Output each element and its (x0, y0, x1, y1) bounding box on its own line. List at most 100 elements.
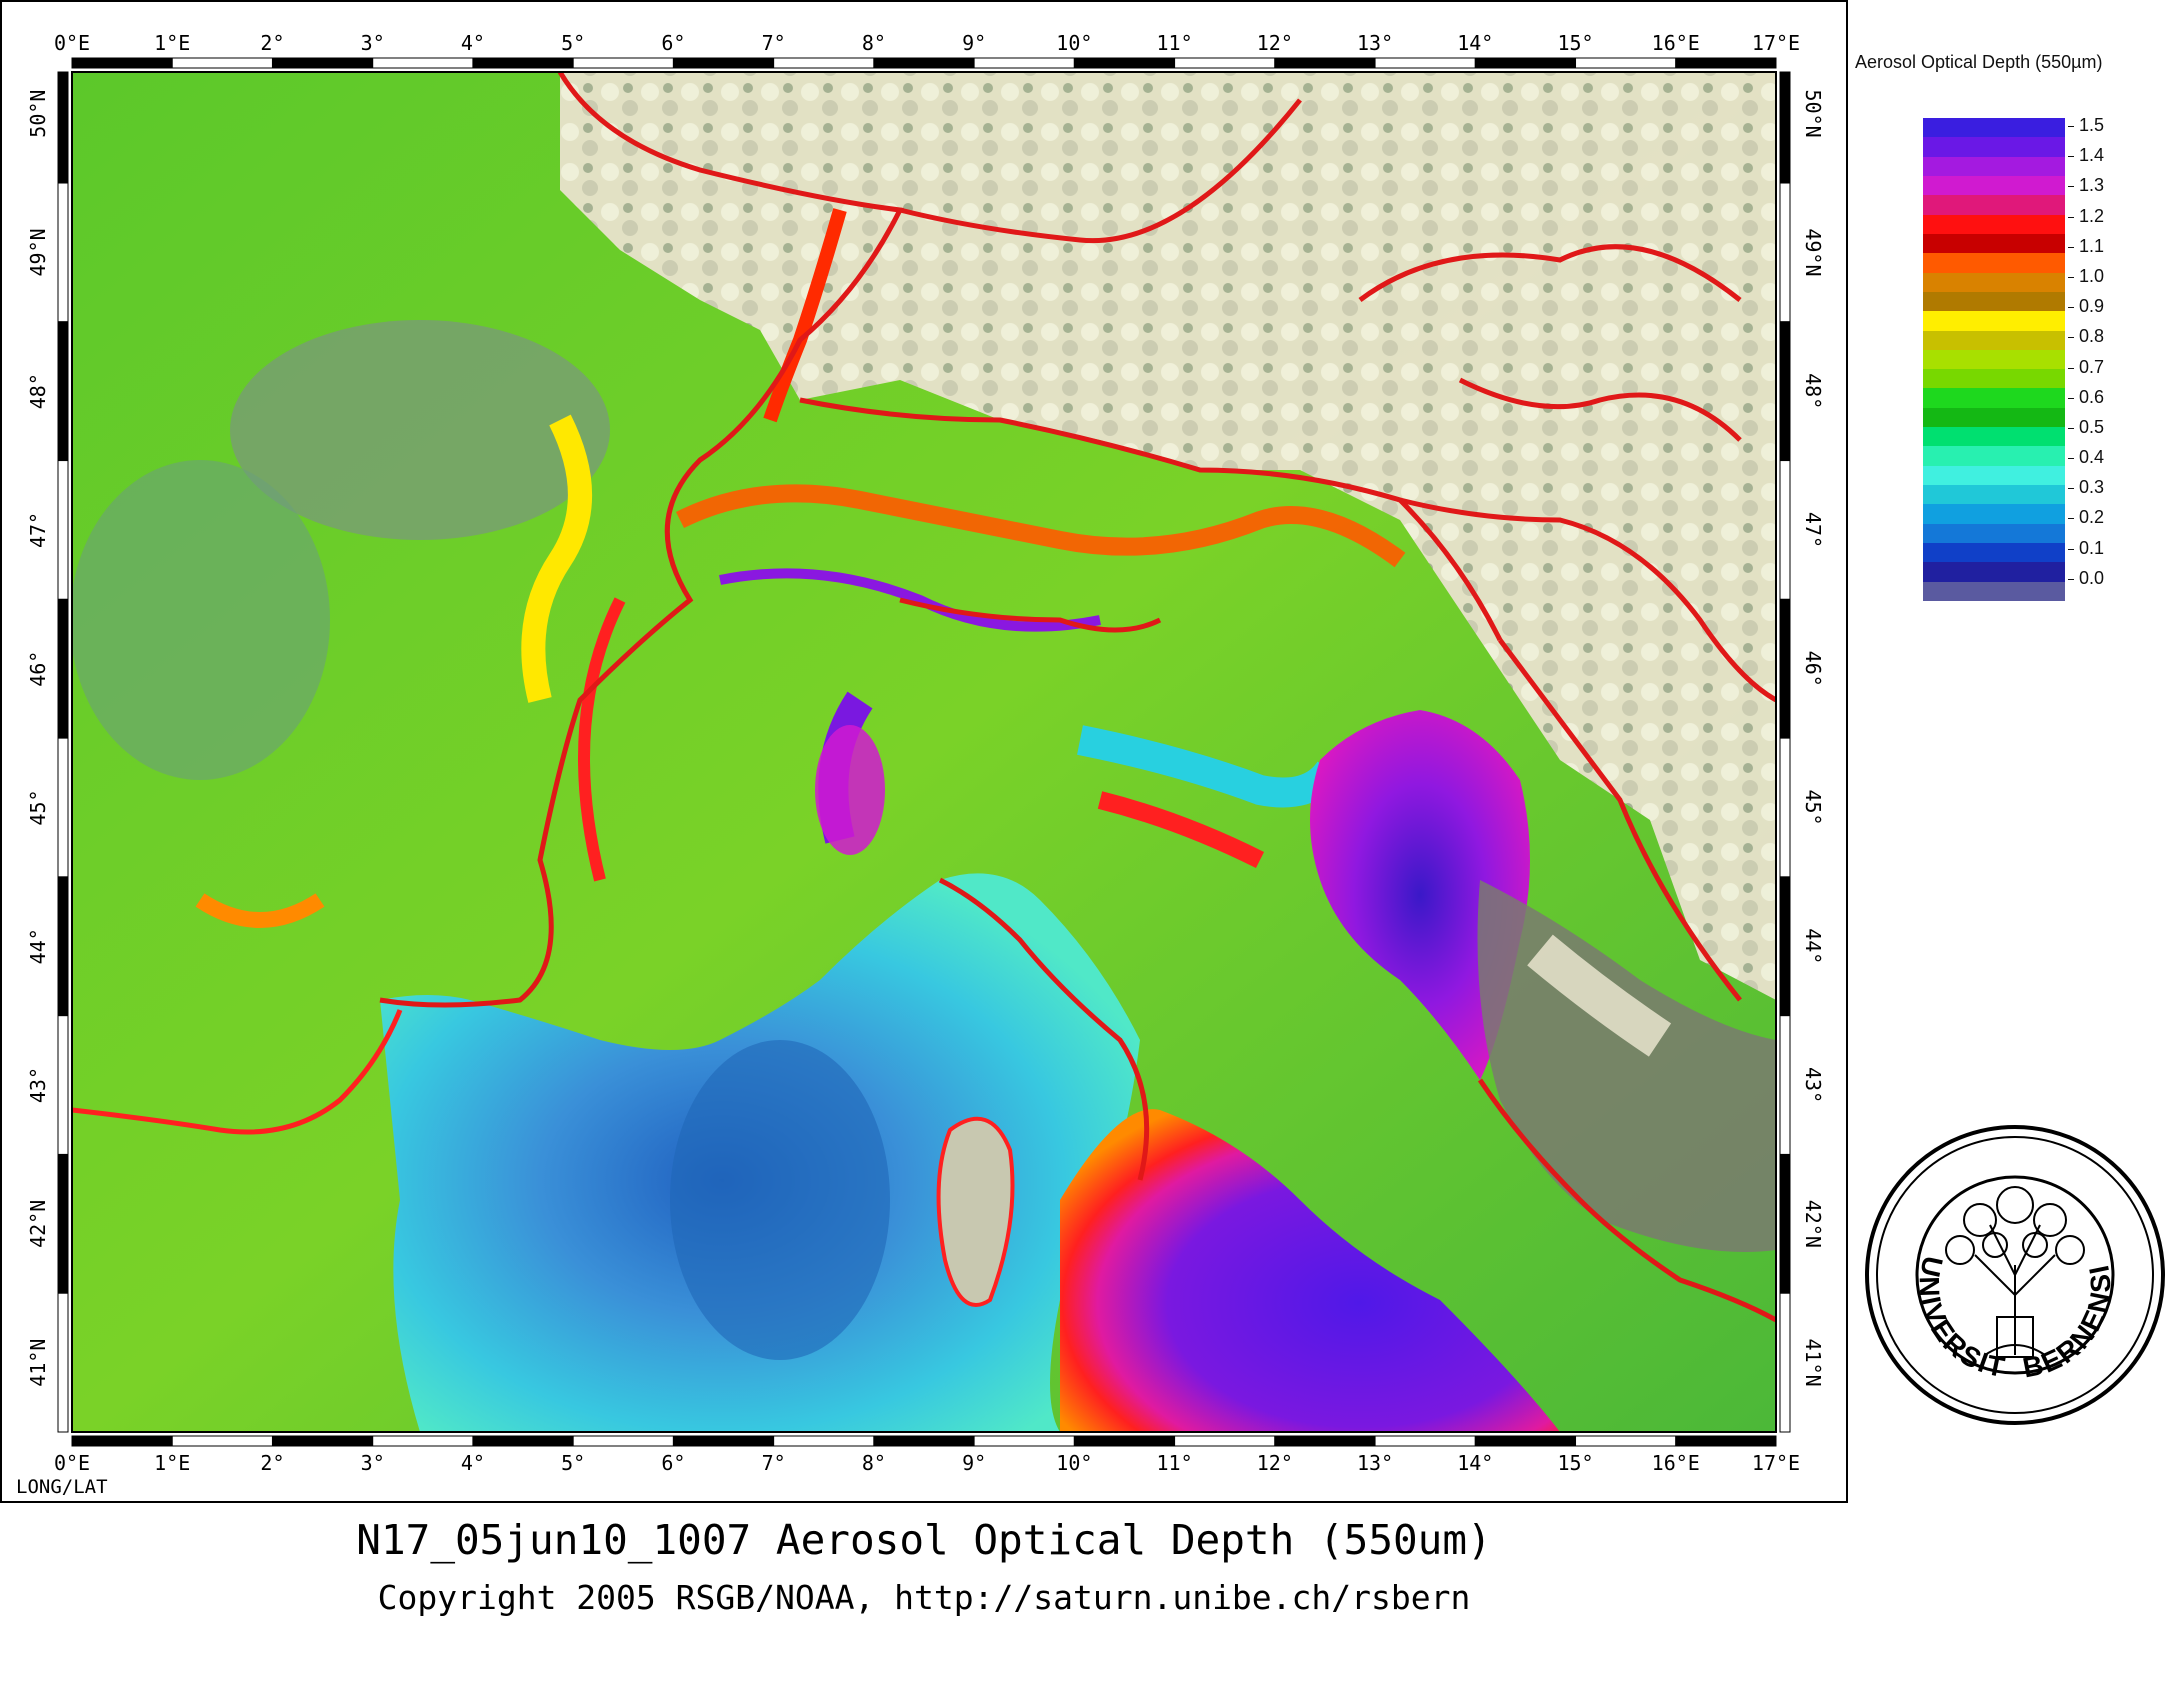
legend-value-label: 0.0 (2079, 567, 2105, 588)
graticule-frame (57, 57, 1791, 1447)
latitude-label: 44° (1801, 928, 1825, 964)
legend-swatch (1923, 504, 2065, 525)
longitude-label: 13° (1357, 31, 1393, 55)
frame-segment (1374, 57, 1476, 69)
legend-tick (2068, 307, 2074, 309)
latitude-label: 49°N (26, 228, 50, 276)
frame-segment (57, 1015, 69, 1155)
frame-segment (1274, 57, 1376, 69)
longitude-label: 0°E (54, 1451, 90, 1475)
frame-segment (1779, 737, 1791, 878)
longitude-label: 11° (1157, 31, 1193, 55)
legend-value-label: 0.3 (2079, 477, 2105, 498)
longitude-label: 15° (1557, 31, 1593, 55)
longitude-label: 6° (661, 31, 685, 55)
latitude-label: 46° (1801, 651, 1825, 687)
frame-segment (1779, 182, 1791, 323)
frame-segment (1779, 321, 1791, 462)
legend-value-label: 0.7 (2079, 356, 2105, 377)
longitude-label: 11° (1157, 1451, 1193, 1475)
frame-segment (1274, 1435, 1376, 1447)
longitude-label: 5° (561, 31, 585, 55)
longitude-label: 8° (862, 31, 886, 55)
longitude-label: 1°E (154, 31, 190, 55)
legend-tick (2068, 186, 2074, 188)
longitude-label: 16°E (1652, 1451, 1700, 1475)
latitude-label: 47° (26, 512, 50, 548)
frame-segment (773, 57, 875, 69)
longitude-label: 16°E (1652, 31, 1700, 55)
legend-tick (2068, 126, 2074, 127)
longitude-label: 4° (461, 31, 485, 55)
legend-value-label: 0.6 (2079, 386, 2105, 407)
frame-segment (271, 57, 374, 69)
longitude-label: 7° (762, 31, 786, 55)
legend-swatch (1923, 543, 2065, 563)
longitude-label: 3° (361, 31, 385, 55)
frame-segment (1779, 1292, 1791, 1433)
legend-tick (2068, 458, 2074, 460)
legend-value-label: 0.8 (2079, 326, 2105, 347)
latitude-label: 49°N (1801, 228, 1825, 276)
longitude-label: 0°E (54, 31, 90, 55)
bottom-longitude-labels: 0°E 1°E 2° 3° 4° 5° 6° 7° 8° 9° 10° 11° 12° 13° 14° 15°… (54, 1451, 1800, 1475)
longitude-label: 17°E (1752, 31, 1800, 55)
longitude-label: 10° (1056, 1451, 1092, 1475)
legend-swatch (1923, 214, 2065, 235)
longitude-label: 2° (260, 31, 284, 55)
legend-swatch (1923, 562, 2065, 583)
frame-segment (1174, 1435, 1276, 1447)
legend-swatch (1923, 330, 2065, 351)
frame-segment (57, 1153, 69, 1294)
map-image (72, 72, 1776, 1432)
legend-value-label: 0.4 (2079, 447, 2105, 468)
legend-swatch (1923, 311, 2065, 331)
legend-tick (2068, 246, 2074, 248)
frame-segment (572, 1435, 674, 1447)
main-title: N17_05jun10_1007 Aerosol Optical Depth (… (356, 1516, 1492, 1564)
legend-swatch (1923, 465, 2065, 486)
latitude-label: 43° (26, 1067, 50, 1103)
frame-segment (57, 321, 69, 462)
legend-swatch (1923, 446, 2065, 467)
frame-segment (1779, 460, 1791, 600)
tree-icon (1945, 1186, 2085, 1356)
legend-value-label: 0.2 (2079, 507, 2105, 528)
longitude-label: 2° (260, 1451, 284, 1475)
frame-segment (1073, 57, 1176, 69)
frame-segment (171, 1435, 273, 1447)
legend-value-label: 1.1 (2079, 235, 2105, 256)
latitude-label: 47° (1801, 512, 1825, 548)
frame-segment (973, 57, 1075, 69)
frame-segment (372, 57, 474, 69)
longitude-label: 15° (1557, 1451, 1593, 1475)
legend-swatch (1923, 581, 2065, 602)
frame-segment (271, 1435, 374, 1447)
frame-segment (973, 1435, 1075, 1447)
legend-swatch (1923, 291, 2065, 312)
latitude-label: 48° (1801, 373, 1825, 409)
university-seal: UNIVERSITAS BERNENSIS (1865, 1125, 2165, 1425)
longitude-label: 13° (1357, 1451, 1393, 1475)
legend-swatch (1923, 175, 2065, 196)
frame-segment (171, 57, 273, 69)
legend-tick (2068, 216, 2074, 218)
legend-swatch (1923, 253, 2065, 274)
legend-tick (2068, 548, 2074, 550)
latitude-label: 50°N (1801, 90, 1825, 138)
frame-segment (57, 876, 69, 1017)
frame-segment (57, 1292, 69, 1433)
frame-segment (1575, 57, 1677, 69)
legend-swatch (1923, 427, 2065, 447)
legend-swatch (1923, 137, 2065, 158)
frame-segment (873, 1435, 975, 1447)
legend-swatch (1923, 349, 2065, 370)
legend-swatch (1923, 485, 2065, 505)
legend-swatch (1923, 156, 2065, 177)
longitude-label: 14° (1457, 31, 1493, 55)
latitude-label: 45° (26, 789, 50, 825)
frame-segment (1779, 1153, 1791, 1294)
bear-shield-icon (1996, 1316, 2034, 1358)
legend-title: Aerosol Optical Depth (550µm) (1855, 52, 2103, 72)
legend-tick (2068, 276, 2074, 278)
